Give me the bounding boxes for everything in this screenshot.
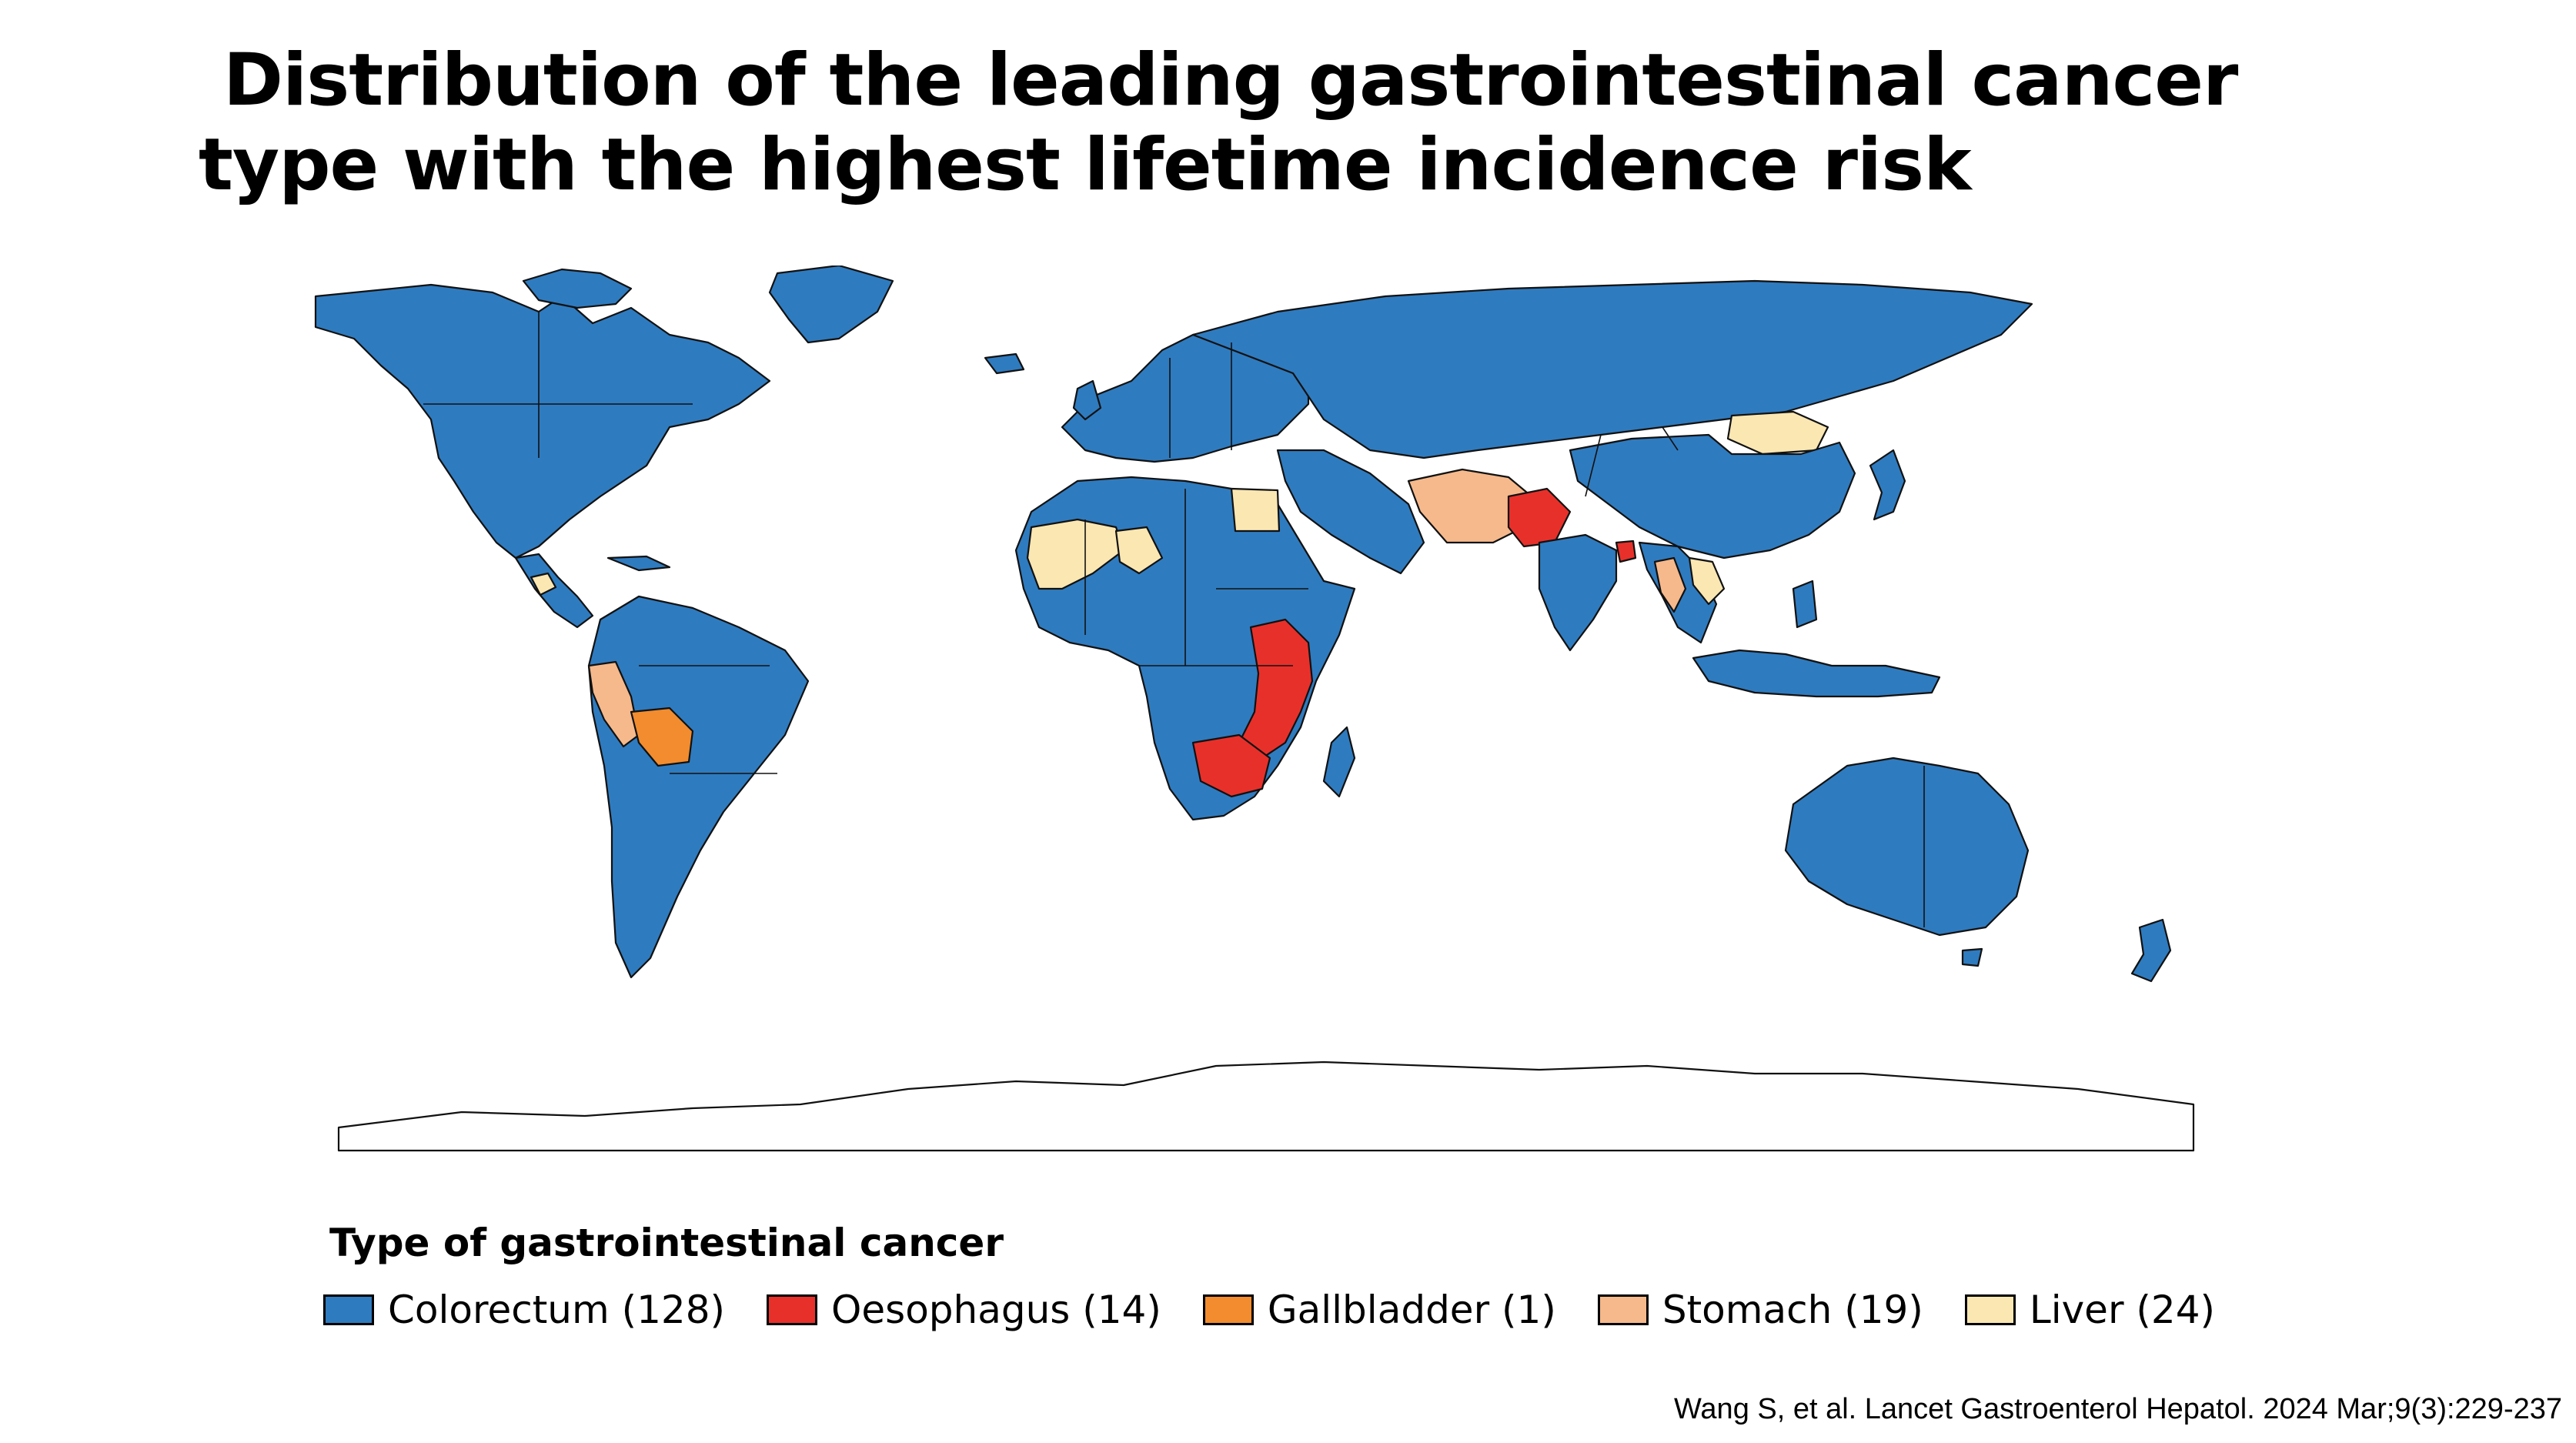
region-pakistan bbox=[1507, 487, 1572, 548]
region-madagascar bbox=[1322, 726, 1356, 798]
legend-label: Colorectum (128) bbox=[388, 1288, 726, 1332]
region-mongolia bbox=[1726, 410, 1829, 456]
region-north-america bbox=[314, 283, 771, 559]
legend-title: Type of gastrointestinal cancer bbox=[329, 1221, 1004, 1265]
legend-item-stomach[interactable]: Stomach (19) bbox=[1597, 1287, 1923, 1333]
region-west-africa-liver bbox=[1026, 518, 1125, 590]
region-indonesia bbox=[1692, 649, 1941, 698]
legend-swatch bbox=[323, 1294, 374, 1325]
region-japan bbox=[1869, 449, 1906, 521]
citation: Wang S, et al. Lancet Gastroenterol Hepa… bbox=[1673, 1393, 2562, 1425]
legend-label: Oesophagus (14) bbox=[831, 1288, 1161, 1332]
legend-item-gallbladder[interactable]: Gallbladder (1) bbox=[1202, 1287, 1556, 1333]
region-bolivia bbox=[630, 706, 694, 767]
legend-swatch bbox=[1964, 1294, 2016, 1325]
slide-title-line-2: type with the highest lifetime incidence… bbox=[199, 123, 1972, 207]
legend-label: Liver (24) bbox=[2029, 1288, 2216, 1332]
region-uk bbox=[1072, 379, 1102, 421]
legend-label: Stomach (19) bbox=[1662, 1288, 1923, 1332]
region-laos-vietnam bbox=[1688, 556, 1726, 606]
legend-label: Gallbladder (1) bbox=[1267, 1288, 1556, 1332]
region-cuba bbox=[606, 555, 671, 572]
legend-swatch bbox=[1597, 1294, 1649, 1325]
region-peru bbox=[587, 660, 640, 748]
region-russia-asia bbox=[1191, 279, 2033, 459]
legend-swatch bbox=[767, 1294, 818, 1325]
region-new-zealand bbox=[2130, 918, 2172, 983]
region-central-america bbox=[514, 553, 594, 629]
legend-item-oesophagus[interactable]: Oesophagus (14) bbox=[767, 1287, 1161, 1333]
region-antarctica bbox=[337, 1061, 2195, 1152]
slide-title-line-1: Distribution of the leading gastrointest… bbox=[223, 38, 2238, 122]
map-legend: Type of gastrointestinal cancer Colorect… bbox=[323, 1216, 2324, 1333]
region-southern-africa-oesophagus bbox=[1191, 733, 1271, 798]
region-east-africa-oesophagus bbox=[1238, 618, 1314, 760]
region-greenland bbox=[768, 266, 894, 344]
legend-item-liver[interactable]: Liver (24) bbox=[1964, 1287, 2216, 1333]
region-iceland bbox=[984, 352, 1025, 375]
region-myanmar-thai bbox=[1653, 556, 1687, 613]
legend-items: Colorectum (128) Oesophagus (14) Gallbladd… bbox=[323, 1287, 2324, 1333]
region-philippines bbox=[1792, 580, 1818, 629]
country-border bbox=[1585, 434, 1602, 497]
region-bangladesh bbox=[1615, 539, 1637, 563]
world-map-svg bbox=[314, 266, 2195, 1152]
world-choropleth-map bbox=[308, 266, 2209, 1177]
region-china bbox=[1569, 433, 1856, 559]
region-canadian-islands bbox=[522, 268, 633, 309]
region-south-america bbox=[587, 595, 810, 979]
region-mali-liver bbox=[1114, 526, 1164, 575]
country-border bbox=[1662, 426, 1679, 451]
region-tasmania bbox=[1961, 947, 1983, 967]
region-india bbox=[1538, 533, 1618, 652]
legend-item-colorectum[interactable]: Colorectum (128) bbox=[323, 1287, 725, 1333]
region-australia bbox=[1784, 757, 2030, 937]
slide-title: Distribution of the leading gastrointest… bbox=[0, 38, 2576, 208]
legend-swatch bbox=[1202, 1294, 1254, 1325]
region-middle-east bbox=[1276, 449, 1425, 575]
region-guatemala-region bbox=[530, 572, 557, 596]
region-egypt bbox=[1230, 487, 1281, 533]
